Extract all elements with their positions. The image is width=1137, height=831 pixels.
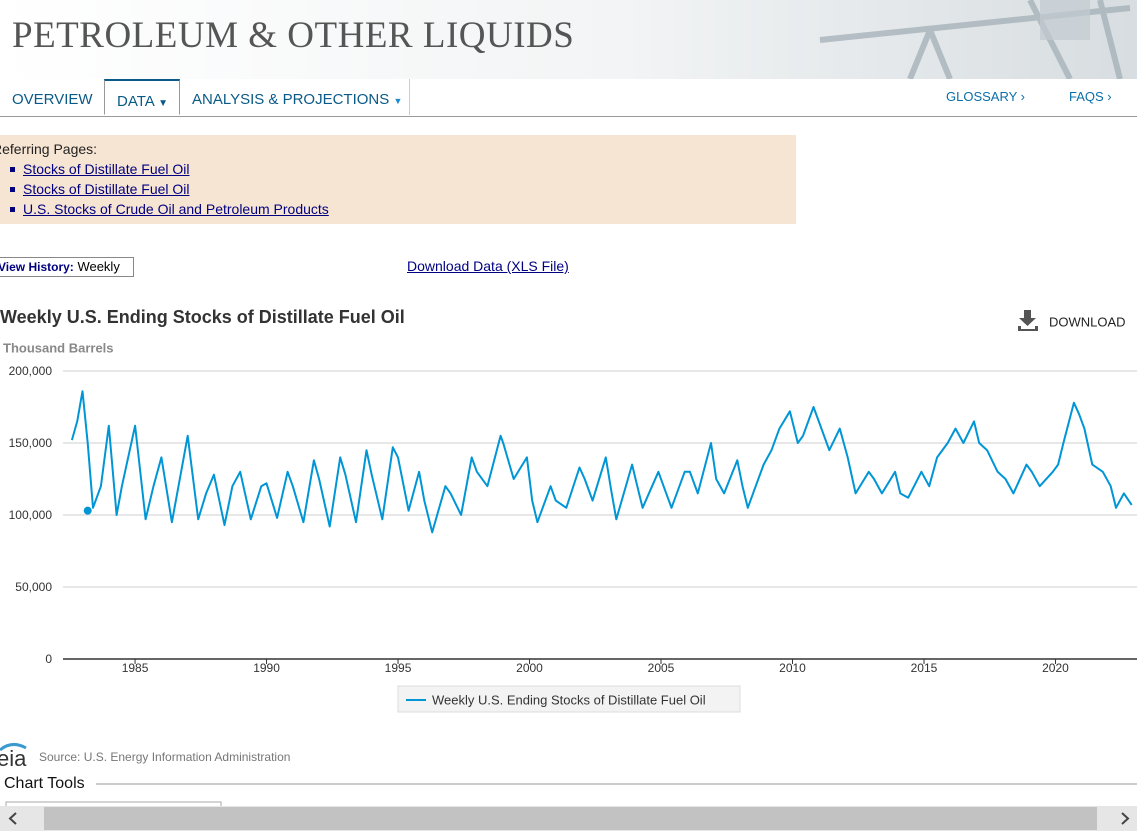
history-select[interactable]: View History: Weekly (0, 257, 134, 277)
nav-tab-label: DATA (117, 93, 154, 110)
footer: eia Source: U.S. Energy Information Admi… (0, 743, 1137, 831)
header: PETROLEUM & OTHER LIQUIDS (0, 0, 1137, 79)
nav-link[interactable]: FAQS › (1069, 89, 1112, 104)
scroll-thumb[interactable] (44, 807, 1097, 830)
download-data-link[interactable]: Download Data (XLS File) (407, 258, 569, 274)
nav-tab-label: ANALYSIS & PROJECTIONS (192, 91, 390, 108)
x-tick-label: 1985 (122, 661, 149, 675)
y-tick-label: 150,000 (9, 436, 53, 450)
x-tick-label: 2020 (1042, 661, 1069, 675)
referring-box: Referring Pages: Stocks of Distillate Fu… (0, 135, 796, 224)
chart-title: Weekly U.S. Ending Stocks of Distillate … (0, 307, 405, 327)
x-tick-label: 1995 (385, 661, 412, 675)
referring-link[interactable]: U.S. Stocks of Crude Oil and Petroleum P… (23, 201, 329, 217)
y-tick-label: 50,000 (15, 580, 52, 594)
hover-marker (83, 506, 92, 515)
nav-link[interactable]: GLOSSARY › (946, 89, 1025, 104)
nav-tab[interactable]: OVERVIEW (12, 91, 93, 108)
header-art (819, 0, 1131, 79)
legend-box (397, 685, 741, 713)
referring-heading: Referring Pages: (0, 141, 98, 157)
y-tick-label: 100,000 (9, 508, 53, 522)
download-button[interactable]: DOWNLOAD (1018, 310, 1126, 331)
referring-link[interactable]: Stocks of Distillate Fuel Oil (23, 181, 190, 197)
scroll-left[interactable] (8, 812, 17, 825)
referring-item: Stocks of Distillate Fuel Oil (10, 161, 190, 177)
x-tick-label: 2000 (516, 661, 543, 675)
tools-heading: Chart Tools (4, 775, 85, 792)
referring-link[interactable]: Stocks of Distillate Fuel Oil (23, 161, 190, 177)
download-label: DOWNLOAD (1049, 314, 1126, 329)
history-value: Weekly (77, 259, 120, 274)
x-tick-label: 2005 (648, 661, 675, 675)
tab-divider (181, 79, 410, 115)
nav-tab[interactable]: ANALYSIS & PROJECTIONS ▼ (192, 91, 403, 108)
referring-item: Stocks of Distillate Fuel Oil (10, 181, 190, 197)
logo-swoosh (0, 743, 27, 752)
scroll-right[interactable] (1121, 812, 1130, 825)
source-logo: eia (0, 746, 27, 771)
chart: Weekly U.S. Ending Stocks of Distillate … (0, 307, 1137, 713)
nav-bar: OVERVIEW DATA ▼ ANALYSIS & PROJECTIONS ▼… (0, 79, 1137, 117)
history-label: View History: (0, 260, 74, 274)
source-text: Source: U.S. Energy Information Administ… (39, 750, 290, 764)
referring-item: U.S. Stocks of Crude Oil and Petroleum P… (10, 201, 329, 217)
data-line (70, 390, 1133, 534)
page-title: PETROLEUM & OTHER LIQUIDS (12, 15, 575, 56)
nav-tab[interactable]: DATA ▼ (104, 79, 180, 115)
x-tick-label: 1990 (253, 661, 280, 675)
y-tick-label: 200,000 (9, 364, 53, 378)
y-tick-label: 0 (45, 652, 52, 666)
download-icon (1018, 310, 1038, 331)
x-tick-label: 2015 (911, 661, 938, 675)
legend: Weekly U.S. Ending Stocks of Distillate … (397, 685, 741, 713)
y-axis-label: Thousand Barrels (3, 340, 114, 355)
x-tick-label: 2010 (779, 661, 806, 675)
legend-label: Weekly U.S. Ending Stocks of Distillate … (432, 692, 706, 707)
